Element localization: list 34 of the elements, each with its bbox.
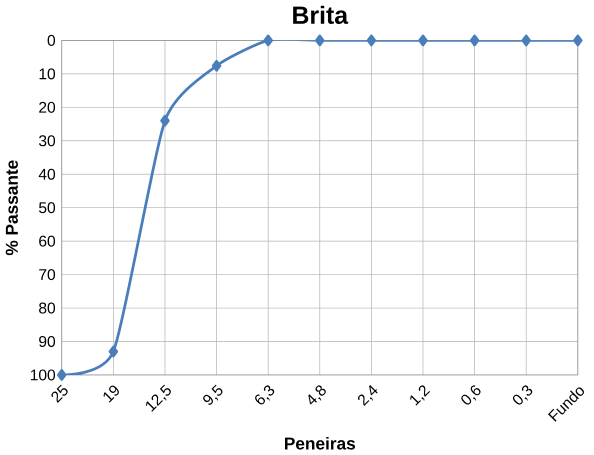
y-tick-label: 100 — [30, 369, 56, 380]
x-tick-label: 1,2 — [410, 385, 430, 406]
point — [573, 34, 583, 46]
x-tick-label: 25 — [51, 384, 68, 403]
y-tick-label: 0 — [48, 34, 56, 46]
y-tick-label: 70 — [39, 268, 56, 280]
point — [212, 60, 222, 72]
point — [366, 34, 376, 46]
y-tick-label: 30 — [38, 135, 56, 146]
point — [108, 345, 118, 358]
point — [315, 34, 325, 46]
x-tick-label: 0,3 — [512, 385, 532, 404]
y-tick-label: 40 — [38, 168, 56, 180]
point — [521, 34, 531, 46]
y-tick-label: 80 — [39, 302, 56, 314]
y-tick-label: 60 — [39, 235, 56, 246]
y-tick-label: 50 — [39, 202, 56, 214]
y-axis-title: % Passante — [6, 160, 18, 255]
x-tick-label: 9,5 — [203, 384, 222, 405]
point — [263, 34, 273, 46]
x-tick-label: 6,3 — [255, 385, 274, 404]
chart-title: Brita — [293, 6, 348, 24]
y-tick-label: 20 — [39, 102, 56, 113]
y-tick-label: 90 — [39, 336, 56, 347]
x-axis-title: Peneiras — [284, 436, 356, 450]
point — [418, 34, 428, 46]
x-tick-label: 0,6 — [461, 385, 481, 404]
y-tick-label: 10 — [40, 68, 56, 80]
x-tick-label: 2,4 — [358, 384, 378, 406]
x-tick-label: 4,8 — [308, 385, 326, 404]
point — [57, 368, 66, 381]
point — [470, 34, 480, 46]
point — [160, 114, 170, 126]
x-tick-label: 19 — [104, 385, 119, 402]
